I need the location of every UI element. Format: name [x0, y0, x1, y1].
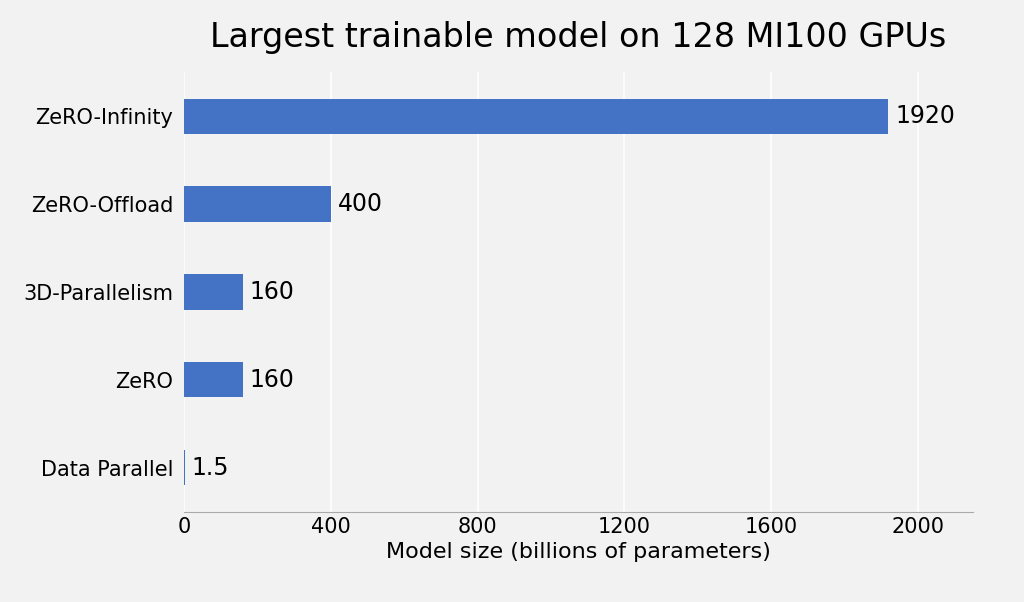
Title: Largest trainable model on 128 MI100 GPUs: Largest trainable model on 128 MI100 GPU…: [211, 21, 946, 54]
Text: 160: 160: [250, 280, 295, 304]
Bar: [184, 99, 889, 134]
Bar: [184, 275, 243, 309]
Text: 1920: 1920: [895, 104, 955, 128]
Text: 160: 160: [250, 368, 295, 392]
Text: 400: 400: [338, 192, 383, 216]
Bar: [184, 362, 243, 397]
X-axis label: Model size (billions of parameters): Model size (billions of parameters): [386, 542, 771, 562]
Bar: [184, 187, 331, 222]
Text: 1.5: 1.5: [191, 456, 229, 480]
